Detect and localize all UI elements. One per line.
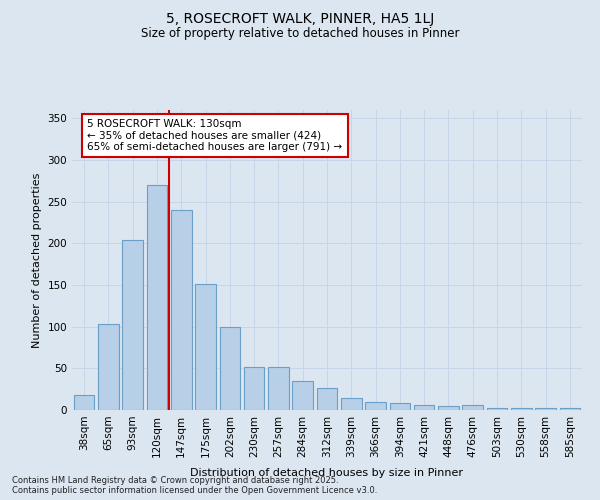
Bar [511, 408, 532, 410]
Text: Contains HM Land Registry data © Crown copyright and database right 2025.
Contai: Contains HM Land Registry data © Crown c… [12, 476, 377, 495]
Bar [317, 388, 337, 410]
Bar [195, 284, 216, 410]
Bar [438, 406, 459, 410]
Bar [487, 408, 508, 410]
Bar [171, 210, 191, 410]
Bar [414, 405, 434, 410]
Bar [122, 240, 143, 410]
Text: 5 ROSECROFT WALK: 130sqm
← 35% of detached houses are smaller (424)
65% of semi-: 5 ROSECROFT WALK: 130sqm ← 35% of detach… [88, 119, 343, 152]
Bar [292, 381, 313, 410]
Bar [268, 366, 289, 410]
Y-axis label: Number of detached properties: Number of detached properties [32, 172, 42, 348]
Bar [244, 366, 265, 410]
Text: 5, ROSECROFT WALK, PINNER, HA5 1LJ: 5, ROSECROFT WALK, PINNER, HA5 1LJ [166, 12, 434, 26]
Text: Size of property relative to detached houses in Pinner: Size of property relative to detached ho… [141, 28, 459, 40]
Bar [98, 324, 119, 410]
Bar [341, 398, 362, 410]
X-axis label: Distribution of detached houses by size in Pinner: Distribution of detached houses by size … [191, 468, 464, 478]
Bar [365, 402, 386, 410]
Bar [463, 405, 483, 410]
Bar [389, 402, 410, 410]
Bar [560, 408, 580, 410]
Bar [74, 395, 94, 410]
Bar [535, 408, 556, 410]
Bar [220, 326, 240, 410]
Bar [146, 185, 167, 410]
